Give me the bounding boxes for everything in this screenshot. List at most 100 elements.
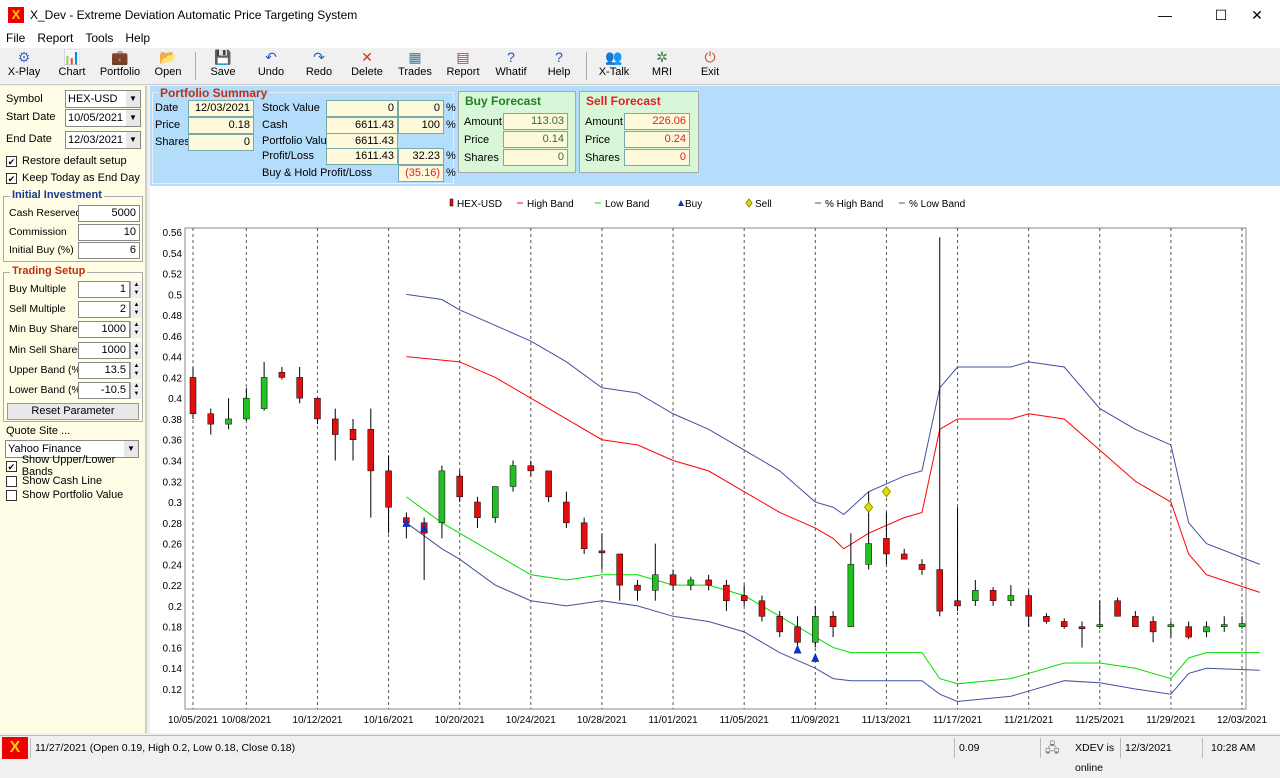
candle-body — [1238, 623, 1246, 627]
minimize-button[interactable]: — — [1158, 7, 1172, 23]
show-cash-checkbox[interactable]: Show Cash Line — [6, 472, 102, 490]
toolbar-chart-button[interactable]: 📊 Chart — [48, 48, 96, 85]
lower-band-input[interactable]: -10.5 — [78, 382, 130, 399]
min-buy-shares-input[interactable]: 1000 — [78, 321, 130, 338]
chevron-down-icon[interactable]: ▼ — [124, 441, 138, 457]
shares-label: Shares — [155, 136, 190, 148]
restore-default-checkbox[interactable]: ✔ Restore default setup — [6, 152, 127, 170]
x-tick-label: 11/05/2021 — [720, 715, 770, 726]
keep-today-checkbox[interactable]: ✔ Keep Today as End Day — [6, 169, 140, 187]
menu-tools[interactable]: Tools — [85, 31, 114, 45]
y-tick-label: 0.12 — [163, 685, 183, 696]
min-buy-shares-spinner[interactable]: ▲ ▼ — [130, 321, 142, 338]
candle-body — [989, 590, 997, 601]
menu-report[interactable]: Report — [37, 31, 74, 45]
sell-multiple-spinner[interactable]: ▲ ▼ — [130, 301, 142, 318]
candle-body — [918, 564, 926, 570]
high-band-line — [406, 356, 1260, 593]
profit-loss-pct: 32.23 — [398, 148, 444, 165]
toolbar-mri-button[interactable]: ✲ MRI — [638, 48, 686, 85]
x-tick-label: 10/12/2021 — [292, 715, 342, 726]
portfolio-value-label: Portfolio Value — [262, 135, 333, 147]
toolbar-delete-button[interactable]: ✕ Delete — [343, 48, 391, 85]
toolbar-report-button[interactable]: ▤ Report — [439, 48, 487, 85]
quote-site-select[interactable]: Yahoo Finance ▼ — [5, 440, 139, 458]
toolbar-help-button[interactable]: ? Help — [535, 48, 583, 85]
close-button[interactable]: ✕ — [1251, 7, 1263, 23]
toolbar-whatif-button[interactable]: ? Whatif — [487, 48, 535, 85]
y-tick-label: 0.22 — [163, 581, 183, 592]
toolbar-x-talk-button[interactable]: 👥 X-Talk — [590, 48, 638, 85]
symbol-select[interactable]: HEX-USD ▼ — [65, 90, 141, 108]
min-sell-shares-input[interactable]: 1000 — [78, 342, 130, 359]
end-date-picker[interactable]: 12/03/2021 ▼ — [65, 131, 141, 149]
y-tick-label: 0.14 — [163, 664, 183, 675]
toolbar-portfolio-button[interactable]: 💼 Portfolio — [96, 48, 144, 85]
buy-multiple-input[interactable]: 1 — [78, 281, 130, 298]
x-tick-label: 10/20/2021 — [435, 715, 485, 726]
toolbar-open-button[interactable]: 📂 Open — [144, 48, 192, 85]
upper-band-spinner[interactable]: ▲ ▼ — [130, 362, 142, 379]
chevron-down-icon[interactable]: ▼ — [126, 91, 140, 107]
x-tick-label: 10/28/2021 — [577, 715, 627, 726]
chevron-down-icon[interactable]: ▼ — [126, 110, 140, 126]
checkbox-icon[interactable] — [6, 475, 17, 487]
online-text: XDEV is online — [1075, 742, 1115, 774]
initial-investment-title: Initial Investment — [10, 189, 104, 201]
lower-band-spinner[interactable]: ▲ ▼ — [130, 382, 142, 399]
reset-parameter-button[interactable]: Reset Parameter — [7, 403, 139, 420]
candle-body — [580, 522, 588, 550]
y-tick-label: 0.24 — [163, 560, 183, 571]
commission-input[interactable]: 10 — [78, 224, 140, 241]
x-tick-label: 12/03/2021 — [1217, 715, 1267, 726]
candle-body — [598, 550, 606, 554]
show-bands-label: Show Upper/Lower Bands — [21, 454, 116, 478]
buy-multiple-spinner[interactable]: ▲ ▼ — [130, 281, 142, 298]
app-logo-icon: X — [8, 7, 24, 23]
candle-body — [687, 579, 695, 586]
toolbar-trades-button[interactable]: ▦ Trades — [391, 48, 439, 85]
min-sell-shares-spinner[interactable]: ▲ ▼ — [130, 342, 142, 359]
toolbar-undo-button[interactable]: ↶ Undo — [247, 48, 295, 85]
toolbar-save-button[interactable]: 💾 Save — [199, 48, 247, 85]
legend-label: Low Band — [605, 199, 649, 210]
cash-value: 6611.43 — [326, 117, 398, 134]
cash-reserved-input[interactable]: 5000 — [78, 205, 140, 222]
trading-setup-title: Trading Setup — [10, 265, 88, 277]
toolbar-x-play-button[interactable]: ⚙ X-Play — [0, 48, 48, 85]
menu-help[interactable]: Help — [125, 31, 151, 45]
toolbar-redo-button[interactable]: ↷ Redo — [295, 48, 343, 85]
candle-body — [1167, 624, 1175, 627]
initial-investment-group: Initial Investment Cash Reserved 5000 Co… — [3, 189, 143, 262]
candle-body — [314, 397, 321, 420]
buy-shares-label: Shares — [464, 152, 499, 164]
checkbox-icon[interactable] — [6, 489, 17, 501]
legend-label: % Low Band — [909, 199, 965, 210]
initial-buy-input[interactable]: 6 — [78, 242, 140, 259]
toolbar-exit-button[interactable]: ⏻ Exit — [686, 48, 734, 85]
buy-hold-label: Buy & Hold Profit/Loss — [262, 167, 373, 179]
toolbar-label: Report — [446, 66, 480, 78]
menu-file[interactable]: File — [6, 31, 26, 45]
price-chart[interactable]: 0.12 0.14 0.16 0.18 0.2 0.22 0.24 0.26 0.28 0.3 0.… — [150, 186, 1280, 733]
x-tick-label: 11/29/2021 — [1146, 715, 1196, 726]
checkbox-checked-icon[interactable]: ✔ — [6, 460, 17, 472]
chevron-down-icon[interactable]: ▼ — [126, 132, 140, 148]
lower-band-label: Lower Band (%) — [9, 384, 85, 396]
candle-body — [829, 616, 837, 627]
start-date-picker[interactable]: 10/05/2021 ▼ — [65, 109, 141, 127]
date-label: Date — [155, 102, 179, 114]
show-bands-checkbox[interactable]: ✔ Show Upper/Lower Bands — [6, 454, 145, 478]
settings-panel: Symbol HEX-USD ▼ Start Date 10/05/2021 ▼ E… — [0, 86, 147, 733]
sell-multiple-input[interactable]: 2 — [78, 301, 130, 318]
upper-band-input[interactable]: 13.5 — [78, 362, 130, 379]
maximize-button[interactable]: ☐ — [1214, 7, 1228, 23]
checkbox-checked-icon[interactable]: ✔ — [6, 172, 17, 184]
y-tick-label: 0.46 — [163, 332, 183, 343]
portfolio-summary-title: Portfolio Summary — [158, 86, 270, 100]
status-bar: X 11/27/2021 (Open 0.19, High 0.2, Low 0… — [0, 735, 1280, 774]
sell-forecast-group: Sell Forecast Amount 226.06 Price 0.24 S… — [579, 91, 699, 173]
candle-body — [189, 377, 197, 415]
checkbox-checked-icon[interactable]: ✔ — [6, 155, 17, 167]
show-portfolio-checkbox[interactable]: Show Portfolio Value — [6, 486, 123, 504]
